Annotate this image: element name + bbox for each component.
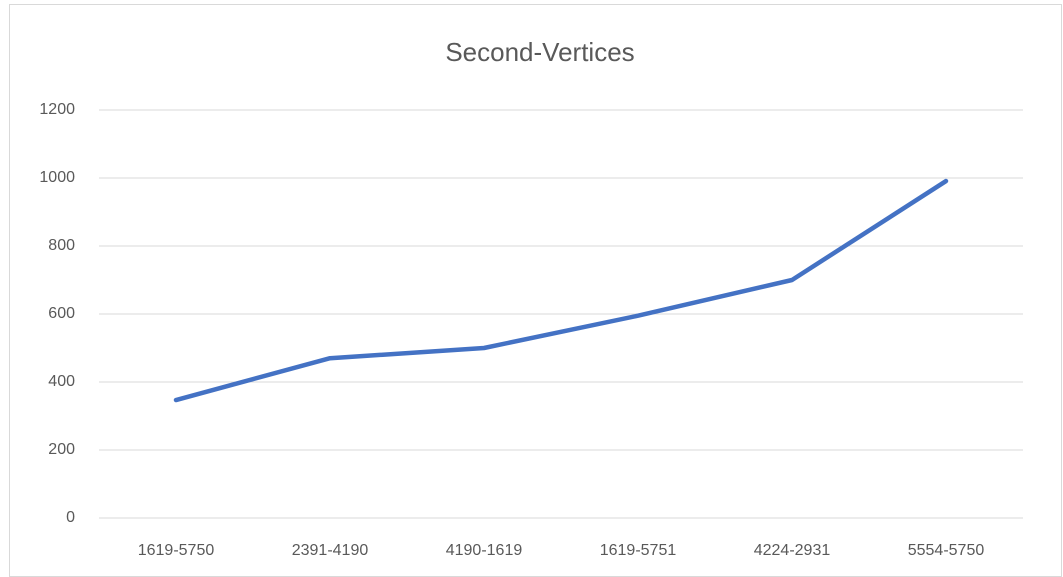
y-tick-label: 1000 [39, 169, 75, 186]
x-tick-label: 1619-5751 [600, 542, 677, 559]
y-tick-label: 600 [48, 305, 75, 322]
x-tick-label: 1619-5750 [138, 542, 215, 559]
y-tick-label: 1200 [39, 101, 75, 118]
x-tick-label: 5554-5750 [908, 542, 985, 559]
chart-title: Second-Vertices [445, 37, 634, 67]
chart-frame [9, 4, 1062, 577]
y-tick-label: 400 [48, 373, 75, 390]
x-tick-label: 2391-4190 [292, 542, 369, 559]
x-tick-label: 4190-1619 [446, 542, 523, 559]
y-tick-label: 200 [48, 441, 75, 458]
x-tick-label: 4224-2931 [754, 542, 831, 559]
y-tick-label: 0 [66, 509, 75, 526]
y-tick-label: 800 [48, 237, 75, 254]
line-series [173, 178, 949, 403]
